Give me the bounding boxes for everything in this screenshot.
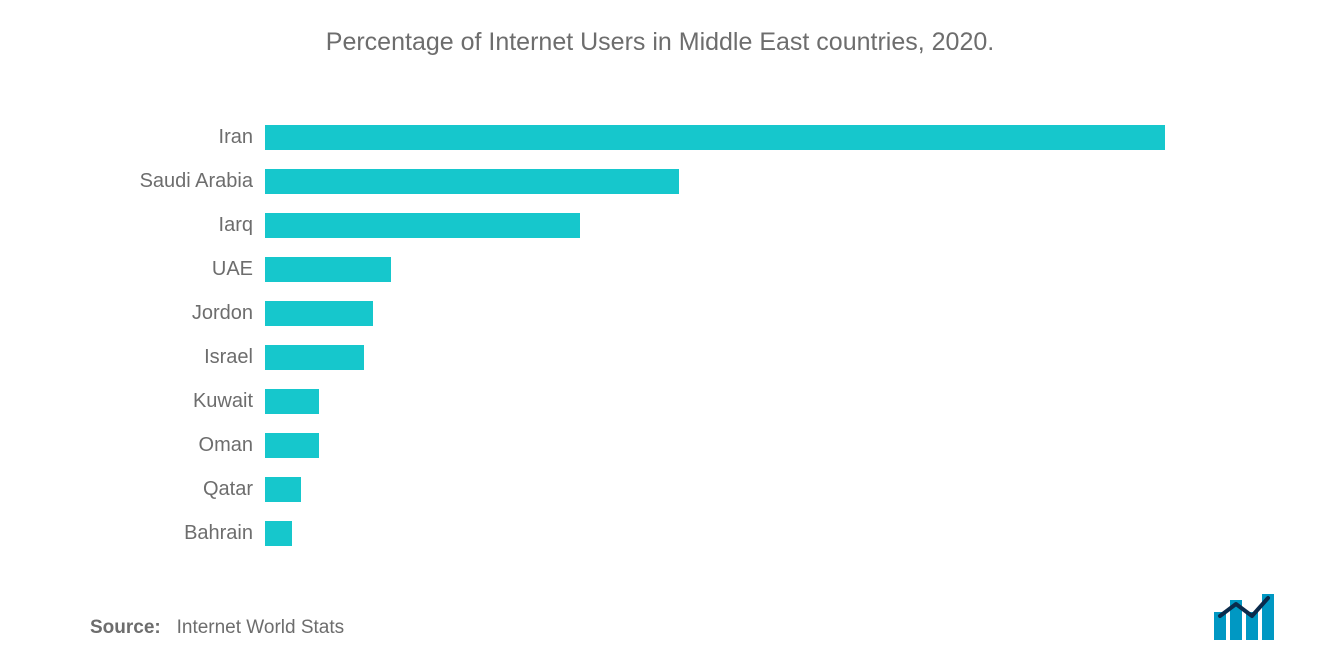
bar-row: Iran [265, 115, 1165, 159]
bar-row: Iarq [265, 203, 1165, 247]
bar [265, 477, 301, 502]
source-attribution: Source: Internet World Stats [90, 617, 344, 639]
chart-title: Percentage of Internet Users in Middle E… [0, 0, 1320, 57]
chart-plot-area: Iran Saudi Arabia Iarq UAE Jordon Israel… [265, 115, 1165, 565]
bar [265, 301, 373, 326]
bar-row: Jordon [265, 291, 1165, 335]
source-label: Source: [90, 617, 161, 638]
bar [265, 521, 292, 546]
bar-row: Bahrain [265, 511, 1165, 555]
source-text: Internet World Stats [177, 617, 345, 638]
bar [265, 433, 319, 458]
bar [265, 213, 580, 238]
bar-row: Kuwait [265, 379, 1165, 423]
bar [265, 169, 679, 194]
bar-row: UAE [265, 247, 1165, 291]
bar [265, 125, 1165, 150]
mordor-intelligence-logo-icon [1212, 594, 1280, 645]
bar [265, 345, 364, 370]
bar-row: Oman [265, 423, 1165, 467]
bar-row: Qatar [265, 467, 1165, 511]
bar [265, 389, 319, 414]
bar [265, 257, 391, 282]
bar-row: Saudi Arabia [265, 159, 1165, 203]
bar-row: Israel [265, 335, 1165, 379]
